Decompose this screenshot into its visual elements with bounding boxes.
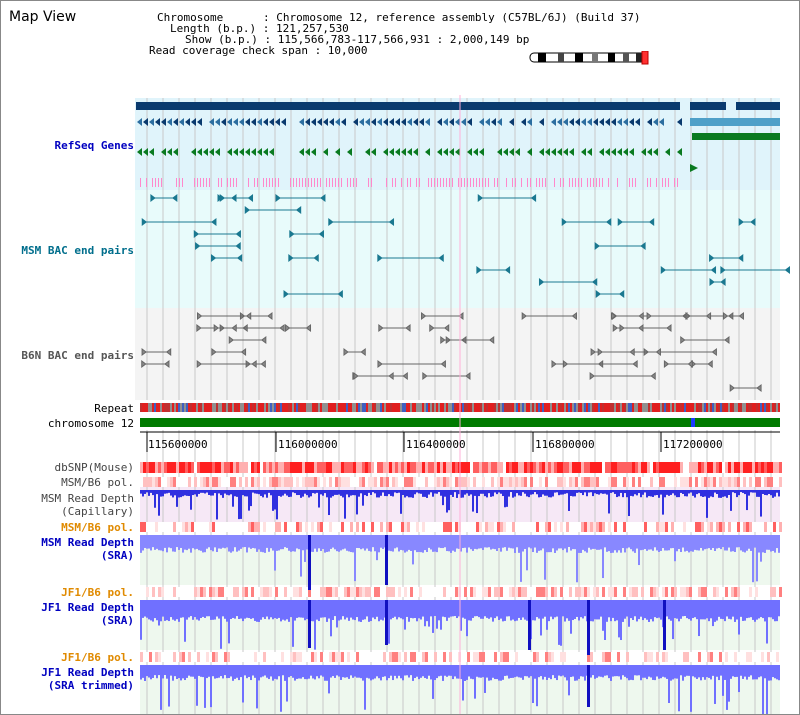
track-label-dbsnp[interactable]: dbSNP(Mouse) bbox=[54, 461, 134, 474]
b6n-bac-track-bg bbox=[135, 308, 780, 400]
track-label-b6n-bac[interactable]: B6N BAC end pairs bbox=[21, 349, 134, 362]
b6n-bac-pairs[interactable] bbox=[141, 312, 762, 392]
track-label-repeat[interactable]: Repeat bbox=[94, 402, 134, 415]
coverage-span-info: Read coverage check span : 10,000 bbox=[149, 44, 368, 57]
track-label-jf1-read-depth-sra[interactable]: JF1 Read Depth (SRA) bbox=[41, 601, 134, 627]
ruler-tick-2: 116000000 bbox=[278, 438, 338, 451]
refseq-genes[interactable] bbox=[136, 102, 780, 187]
length-info: Length (b.p.) : 121,257,530 bbox=[170, 22, 349, 35]
chromosome-info: Chromosome : Chromosome 12, reference as… bbox=[157, 11, 641, 24]
page-title: Map View bbox=[9, 9, 77, 25]
repeat-track[interactable] bbox=[140, 403, 780, 412]
msm-depth-cap-track[interactable] bbox=[140, 490, 780, 520]
msm-depth-sra-track[interactable] bbox=[140, 535, 780, 583]
jf1-b6-pol-track-2[interactable] bbox=[140, 652, 782, 662]
track-label-msm-bac[interactable]: MSM BAC end pairs bbox=[21, 244, 134, 257]
msm-bac-track-bg bbox=[135, 190, 780, 308]
msm-b6-pol-track-2[interactable] bbox=[140, 522, 782, 532]
track-label-msm-read-depth-cap[interactable]: MSM Read Depth (Capillary) bbox=[41, 492, 134, 518]
ruler-tick-4: 116800000 bbox=[535, 438, 595, 451]
jf1-b6-pol-track-1[interactable] bbox=[140, 587, 782, 597]
ruler-tick-3: 116400000 bbox=[406, 438, 466, 451]
jf1-depth-trim-track[interactable] bbox=[140, 665, 780, 715]
track-label-msm-read-depth-sra[interactable]: MSM Read Depth (SRA) bbox=[41, 536, 134, 562]
show-range-info: Show (b.p.) : 115,566,783-117,566,931 : … bbox=[185, 33, 530, 46]
track-label-jf1-b6-pol-1[interactable]: JF1/B6 pol. bbox=[61, 586, 134, 599]
track-label-refseq[interactable]: RefSeq Genes bbox=[54, 139, 134, 152]
track-label-jf1-b6-pol-2[interactable]: JF1/B6 pol. bbox=[61, 651, 134, 664]
dbsnp-track[interactable] bbox=[140, 462, 782, 473]
msm-b6-pol-track-1[interactable] bbox=[140, 477, 782, 487]
ruler-tick-1: 115600000 bbox=[148, 438, 208, 451]
track-label-chromosome[interactable]: chromosome 12 bbox=[47, 417, 134, 430]
chromosome-ideogram[interactable] bbox=[528, 51, 653, 65]
track-label-msm-b6-pol-1[interactable]: MSM/B6 pol. bbox=[61, 476, 134, 489]
ruler-tick-5: 117200000 bbox=[663, 438, 723, 451]
track-label-jf1-read-depth-trim[interactable]: JF1 Read Depth (SRA trimmed) bbox=[41, 666, 134, 692]
msm-bac-pairs[interactable] bbox=[141, 194, 790, 298]
refseq-track-bg bbox=[135, 98, 780, 190]
track-label-msm-b6-pol-2[interactable]: MSM/B6 pol. bbox=[61, 521, 134, 534]
